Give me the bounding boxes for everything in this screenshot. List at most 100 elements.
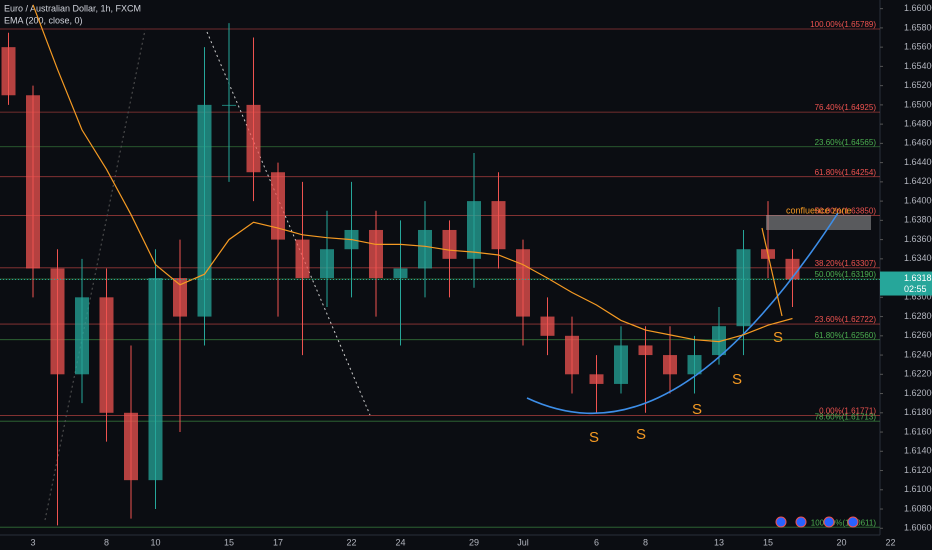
candle-body xyxy=(320,249,334,279)
icon[interactable] xyxy=(847,516,859,528)
candle-body xyxy=(418,229,432,269)
candle-body xyxy=(99,297,114,413)
y-tick-label: 1.63800 xyxy=(904,215,932,225)
icon[interactable] xyxy=(823,516,835,528)
y-tick-label: 1.64800 xyxy=(904,119,932,129)
x-tick-label: 3 xyxy=(30,537,35,547)
candle-body xyxy=(491,201,506,250)
y-tick-label: 1.66000 xyxy=(904,3,932,13)
candle-body xyxy=(663,355,677,375)
x-tick-label: 22 xyxy=(885,537,895,547)
y-tick-label: 1.65600 xyxy=(904,42,932,52)
candle-body xyxy=(148,278,163,481)
icon[interactable] xyxy=(795,516,807,528)
candle-body xyxy=(638,345,653,356)
y-tick-label: 1.65000 xyxy=(904,99,932,109)
candles xyxy=(1,23,800,526)
candle-body xyxy=(442,229,457,259)
candle-body xyxy=(369,229,383,279)
fib-levels: 100.00%(1.65789) 76.40%(1.64925) 23.60%(1.… xyxy=(0,20,880,528)
candle-body xyxy=(222,104,236,106)
candle-body xyxy=(565,335,579,375)
y-tick-label: 1.63600 xyxy=(904,234,932,244)
y-tick-label: 1.61600 xyxy=(904,426,932,436)
x-tick-label: 15 xyxy=(763,537,773,547)
candle-body xyxy=(1,47,16,96)
annotation: confluence zone xyxy=(786,205,852,215)
x-tick-label: Jul xyxy=(517,537,529,547)
candle-body xyxy=(75,297,89,375)
candle-body xyxy=(540,316,555,336)
x-tick-label: 13 xyxy=(714,537,724,547)
y-tick-label: 1.62800 xyxy=(904,311,932,321)
y-tick-label: 1.60600 xyxy=(904,523,932,533)
fib-label: 50.00%(1.63850) xyxy=(815,207,877,216)
candle-body xyxy=(467,201,481,259)
fib-label: 100.00%(1.65789) xyxy=(810,20,876,29)
last-price-label: 1.63185 xyxy=(904,273,932,283)
annotation: S xyxy=(692,401,702,418)
annotation: S xyxy=(732,371,742,388)
y-tick-label: 1.63400 xyxy=(904,253,932,263)
candle-body xyxy=(614,345,628,384)
y-tick-label: 1.61000 xyxy=(904,484,932,494)
candle-body xyxy=(124,412,138,481)
fib-label: 78.60%(1.61713) xyxy=(815,412,877,421)
candle-body xyxy=(50,268,65,375)
candle-body xyxy=(393,268,408,279)
ema-line xyxy=(32,4,793,343)
curve xyxy=(526,212,839,415)
x-tick-label: 15 xyxy=(224,537,234,547)
y-tick-label: 1.62000 xyxy=(904,388,932,398)
candle-body xyxy=(26,95,40,269)
fib-label: 100.00%(1.60611) xyxy=(811,518,877,527)
trend-line xyxy=(44,29,146,521)
candle-body xyxy=(246,104,261,173)
candle-body xyxy=(295,239,310,279)
trend-line xyxy=(206,31,371,416)
indicator-label: EMA (200, close, 0) xyxy=(4,15,83,25)
icon[interactable] xyxy=(775,516,787,528)
y-tick-label: 1.61400 xyxy=(904,446,932,456)
y-tick-label: 1.62200 xyxy=(904,369,932,379)
x-tick-label: 8 xyxy=(643,537,648,547)
fib-label: 23.60%(1.64565) xyxy=(815,138,877,147)
candle-body xyxy=(589,374,604,384)
candle-body xyxy=(197,104,212,317)
candle-body xyxy=(173,278,187,317)
chart-title: Euro / Australian Dollar, 1h, FXCM xyxy=(4,3,141,13)
last-price-box xyxy=(880,271,932,296)
y-tick-label: 1.63000 xyxy=(904,292,932,302)
y-tick-label: 1.65800 xyxy=(904,22,932,32)
y-tick-label: 1.62600 xyxy=(904,330,932,340)
x-tick-label: 17 xyxy=(273,537,283,547)
y-tick-label: 1.60800 xyxy=(904,503,932,513)
fib-label: 38.20%(1.63307) xyxy=(815,259,877,268)
annotation: S xyxy=(636,426,646,443)
fib-label: 61.80%(1.62560) xyxy=(815,331,877,340)
y-tick-label: 1.62400 xyxy=(904,349,932,359)
annotation: S xyxy=(773,329,783,346)
x-tick-label: 24 xyxy=(395,537,405,547)
x-tick-label: 29 xyxy=(469,537,479,547)
candle-body xyxy=(785,258,800,280)
y-tick-label: 1.64000 xyxy=(904,195,932,205)
y-tick-label: 1.61800 xyxy=(904,407,932,417)
drawn-line xyxy=(761,227,783,317)
x-tick-label: 22 xyxy=(346,537,356,547)
x-tick-label: 8 xyxy=(104,537,109,547)
y-tick-label: 1.64400 xyxy=(904,157,932,167)
y-tick-label: 1.61200 xyxy=(904,465,932,475)
candle-body xyxy=(712,326,726,356)
annotation: S xyxy=(589,429,599,446)
x-tick-label: 10 xyxy=(150,537,160,547)
y-tick-label: 1.64200 xyxy=(904,176,932,186)
candle-body xyxy=(271,172,285,240)
candle-body xyxy=(516,249,530,317)
x-tick-label: 6 xyxy=(594,537,599,547)
fib-label: 23.60%(1.62722) xyxy=(815,315,877,324)
confluence-box xyxy=(766,215,871,230)
fib-label: 61.80%(1.64254) xyxy=(815,168,877,177)
countdown: 02:55 xyxy=(904,284,927,294)
